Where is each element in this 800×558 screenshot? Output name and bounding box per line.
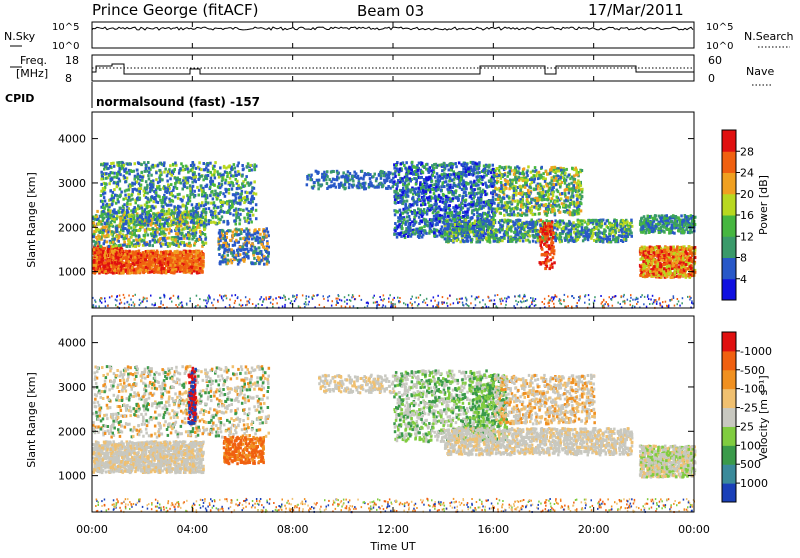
y-tick-label: 1000 [58,266,86,279]
colorbar-tick-label: 20 [740,188,754,201]
velocity-ylabel: Slant Range [km] [25,372,38,468]
colorbar-tick-label: 24 [740,167,754,180]
colorbar-tick-label: -25 [740,402,758,415]
x-tick-label: 00:00 [76,523,108,536]
freq-label-top: Freq. [20,54,47,67]
colorbar-tick-label: -500 [740,364,765,377]
colorbar-tick-label: 16 [740,209,754,222]
x-tick-label: 04:00 [176,523,208,536]
nave-label: Nave [746,65,774,78]
nsearch-tick-top: 10^5 [706,22,733,33]
freq-tick-bottom: 8 [65,72,72,85]
y-tick-label: 2000 [58,221,86,234]
nsearch-label: N.Search [744,30,794,43]
x-axis-label: Time UT [369,540,415,553]
y-tick-label: 1000 [58,470,86,483]
colorbar-tick-label: 4 [740,273,747,286]
cpid-panel: CPID normalsound (fast) -157 [5,82,260,109]
y-tick-label: 4000 [58,133,86,146]
date-title: 17/Mar/2011 [588,1,684,19]
freq-tick-top: 18 [65,54,79,67]
beam-title: Beam 03 [357,2,424,20]
colorbar-tick-label: 1000 [740,477,768,490]
x-tick-label: 12:00 [377,523,409,536]
cpid-label: CPID [5,92,34,105]
colorbar-tick-label: 8 [740,252,747,265]
nsky-label: N.Sky [4,30,36,43]
y-tick-label: 4000 [58,337,86,350]
colorbar-tick-label: 12 [740,230,754,243]
colorbar-tick-label: 25 [740,420,754,433]
x-tick-label: 16:00 [477,523,509,536]
colorbar-tick-label: -1000 [740,345,772,358]
freq-label-bottom: [MHz] [16,67,48,80]
power-ylabel: Slant Range [km] [25,172,38,268]
nsky-panel: N.Sky 10^5 10^0 10^5 10^0 N.Search [4,22,794,52]
x-tick-label: 08:00 [277,523,309,536]
cpid-text: normalsound (fast) -157 [96,95,260,109]
nsky-tick-top: 10^5 [52,22,79,33]
nsearch-tick-bottom: 10^0 [706,41,733,52]
y-tick-label: 2000 [58,425,86,438]
y-tick-label: 3000 [58,177,86,190]
x-tick-label: 20:00 [578,523,610,536]
nave-tick-bottom: 0 [708,72,715,85]
nsky-tick-bottom: 10^0 [52,41,79,52]
power-panel: 1000 2000 3000 4000 Slant Range [km] 4 8 12 16… [25,112,770,309]
y-tick-label: 3000 [58,381,86,394]
x-tick-label: 00:00 [678,523,710,536]
freq-panel: Freq. [MHz] 18 8 60 0 Nave [10,54,774,85]
nave-tick-top: 60 [708,54,722,67]
power-colorbar: 4 8 12 16 20 24 28 [722,130,754,301]
power-colorbar-label: Power [dB] [757,175,770,235]
colorbar-tick-label: 28 [740,145,754,158]
velocity-colorbar-label: Velocity [m s⁻¹] [757,375,770,460]
station-title: Prince George (fitACF) [92,1,258,19]
